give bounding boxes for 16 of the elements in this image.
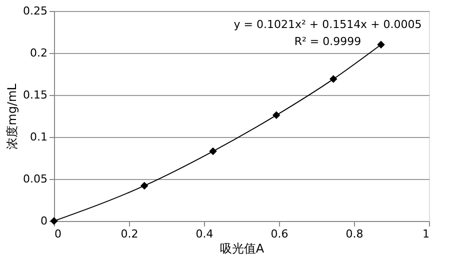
x-tick-label: 0.2	[120, 228, 138, 240]
y-tick-label: 0	[40, 214, 48, 228]
y-tick-label: 0.25	[23, 4, 48, 18]
x-tick-label: 0.6	[270, 228, 288, 240]
y-tick-label: 0.05	[23, 172, 48, 186]
annotation: y = 0.1021x² + 0.1514x + 0.0005	[234, 18, 422, 31]
y-tick-label: 0.2	[30, 46, 48, 60]
x-axis-title: 吸光值A	[220, 242, 265, 256]
x-tick-label: 0	[54, 228, 62, 240]
y-tick-label: 0.15	[23, 88, 48, 102]
y-tick-label: 0.1	[30, 130, 48, 144]
x-tick-label: 0.4	[196, 228, 214, 240]
x-tick-label: 1	[422, 228, 430, 240]
x-tick-label: 0.8	[346, 228, 364, 240]
annotation: R² = 0.9999	[294, 35, 362, 48]
y-axis-title: 浓度mg/mL	[5, 83, 20, 150]
